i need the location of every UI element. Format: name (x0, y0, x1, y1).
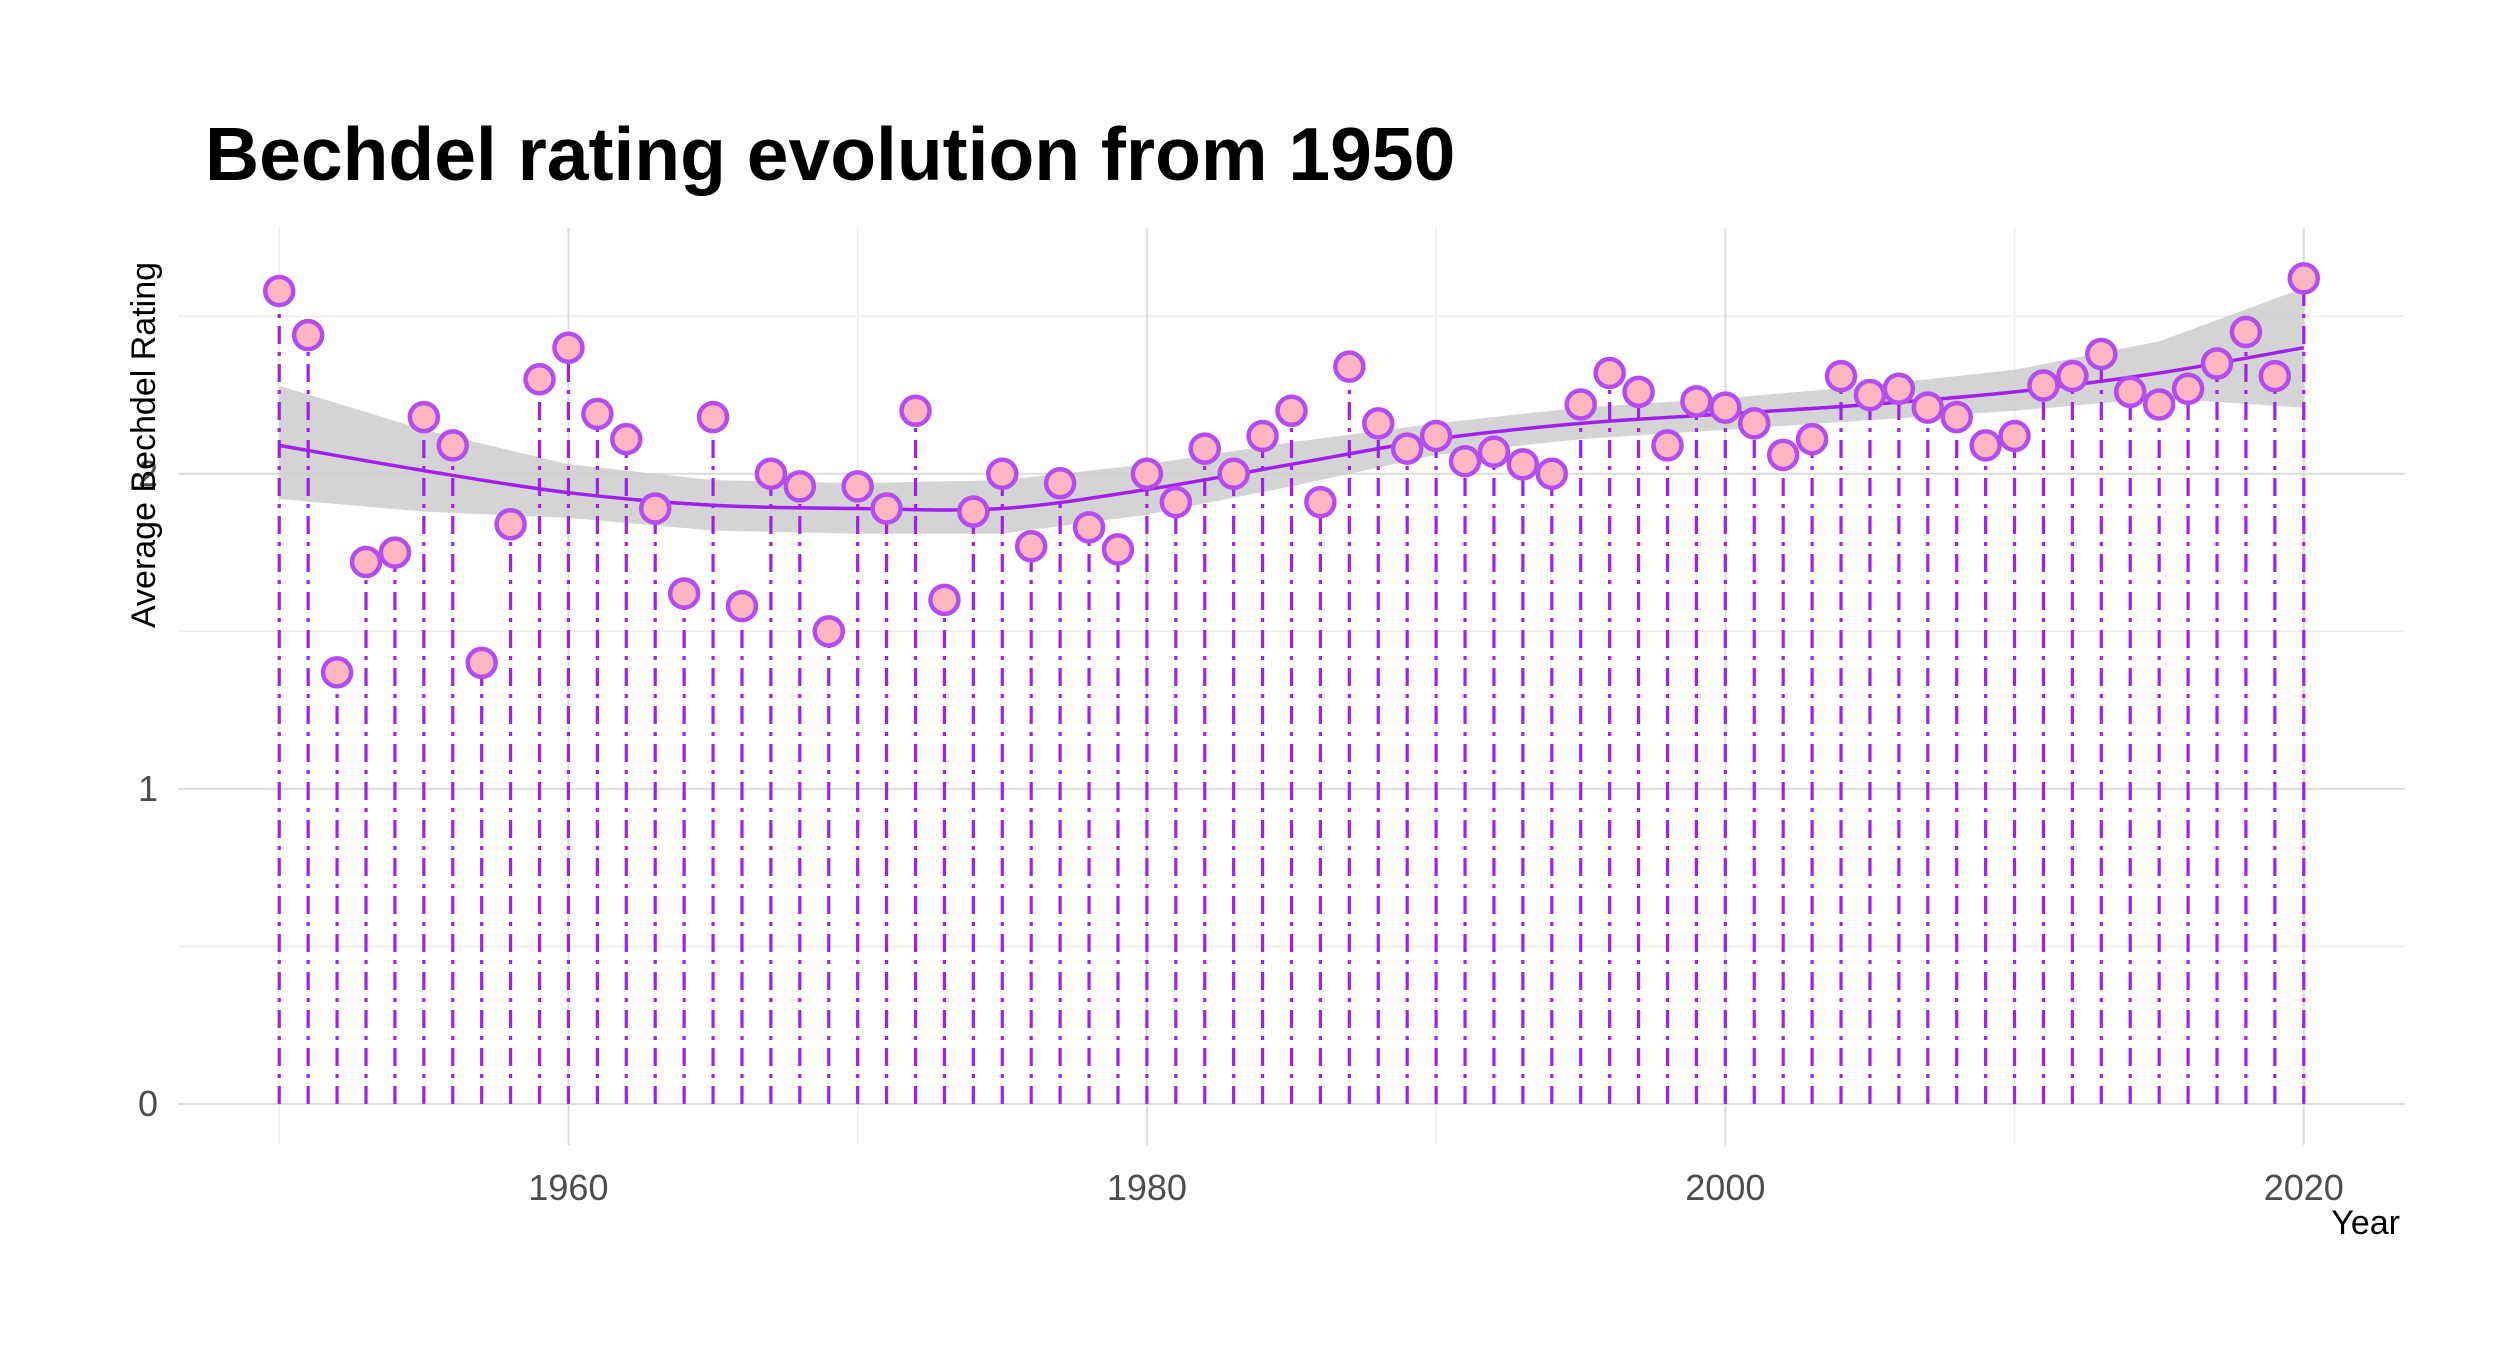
data-point (638, 492, 672, 525)
smooth-trend-line (278, 345, 2305, 512)
data-point (1419, 419, 1453, 453)
y-tick-labels: 0 1 2 (138, 453, 158, 1124)
data-point (899, 394, 932, 428)
data-point (1853, 378, 1887, 412)
data-point (1824, 359, 1858, 393)
data-point (1304, 485, 1337, 519)
data-point (1940, 400, 1973, 434)
data-point (494, 507, 527, 541)
data-point (2258, 359, 2292, 393)
data-point (696, 400, 730, 434)
data-point (1795, 422, 1829, 456)
data-point (1506, 448, 1540, 481)
data-point (1362, 407, 1395, 440)
data-point (1072, 511, 1106, 544)
data-point (957, 495, 990, 528)
data-point (2229, 315, 2263, 349)
data-point (667, 577, 701, 610)
data-point (2085, 337, 2118, 371)
y-axis-title: Average Bechdel Rating (125, 262, 163, 628)
data-point (1882, 372, 1916, 405)
data-point (291, 318, 325, 352)
x-tick-label: 2020 (2264, 1167, 2344, 1208)
data-point (1709, 391, 1742, 424)
data-point (1651, 429, 1684, 462)
data-point (2142, 388, 2176, 421)
data-point (812, 615, 845, 648)
data-point (1998, 419, 2031, 453)
data-point (1969, 429, 2002, 462)
data-point (1448, 444, 1482, 478)
x-tick-label: 1980 (1107, 1167, 1187, 1208)
smooth-curve (278, 345, 2305, 512)
data-point (1680, 385, 1713, 418)
data-point (1593, 356, 1626, 390)
data-point (436, 429, 470, 462)
data-point (407, 400, 441, 434)
x-tick-labels: 1960 1980 2000 2020 (528, 1167, 2343, 1208)
data-point (465, 646, 498, 680)
chart-title: Bechdel rating evolution from 1950 (205, 112, 1455, 196)
stems (277, 278, 2306, 1105)
data-point (2171, 372, 2205, 405)
data-point (2200, 347, 2234, 380)
data-point (1477, 435, 1511, 468)
x-tick-label: 1960 (528, 1167, 608, 1208)
data-point (986, 457, 1019, 491)
y-tick-label: 1 (138, 768, 158, 809)
data-point (1130, 457, 1164, 491)
data-point (552, 331, 585, 364)
data-point (928, 583, 961, 617)
data-point (1622, 375, 1655, 409)
data-point (783, 470, 817, 503)
data-point (523, 363, 556, 396)
y-tick-label: 2 (138, 453, 158, 494)
data-point (1014, 530, 1048, 563)
data-point (2113, 375, 2147, 409)
data-point (262, 274, 296, 308)
data-point (378, 536, 412, 569)
points (262, 262, 2321, 689)
data-point (320, 656, 354, 689)
data-point (610, 422, 643, 456)
data-point (1275, 394, 1308, 428)
data-point (2027, 369, 2060, 402)
data-point (1911, 391, 1945, 424)
data-point (841, 470, 874, 503)
data-point (2056, 359, 2089, 393)
data-point (1535, 457, 1569, 491)
data-point (1043, 466, 1077, 500)
y-tick-label: 0 (138, 1083, 158, 1124)
data-point (1738, 407, 1771, 440)
data-point (1246, 419, 1279, 453)
data-point (754, 457, 788, 491)
data-point (1217, 457, 1250, 491)
data-point (1766, 438, 1800, 472)
data-point (581, 397, 614, 431)
data-point (349, 545, 383, 579)
data-point (725, 589, 759, 623)
x-tick-label: 2000 (1685, 1167, 1765, 1208)
data-point (1390, 432, 1424, 465)
data-point (1101, 533, 1135, 566)
data-point (870, 492, 903, 525)
data-point (1564, 388, 1597, 421)
data-point (1159, 485, 1193, 519)
data-point (1188, 432, 1221, 465)
x-axis-title: Year (2331, 1204, 2400, 1242)
data-point (2287, 262, 2321, 295)
data-point (1333, 350, 1366, 383)
